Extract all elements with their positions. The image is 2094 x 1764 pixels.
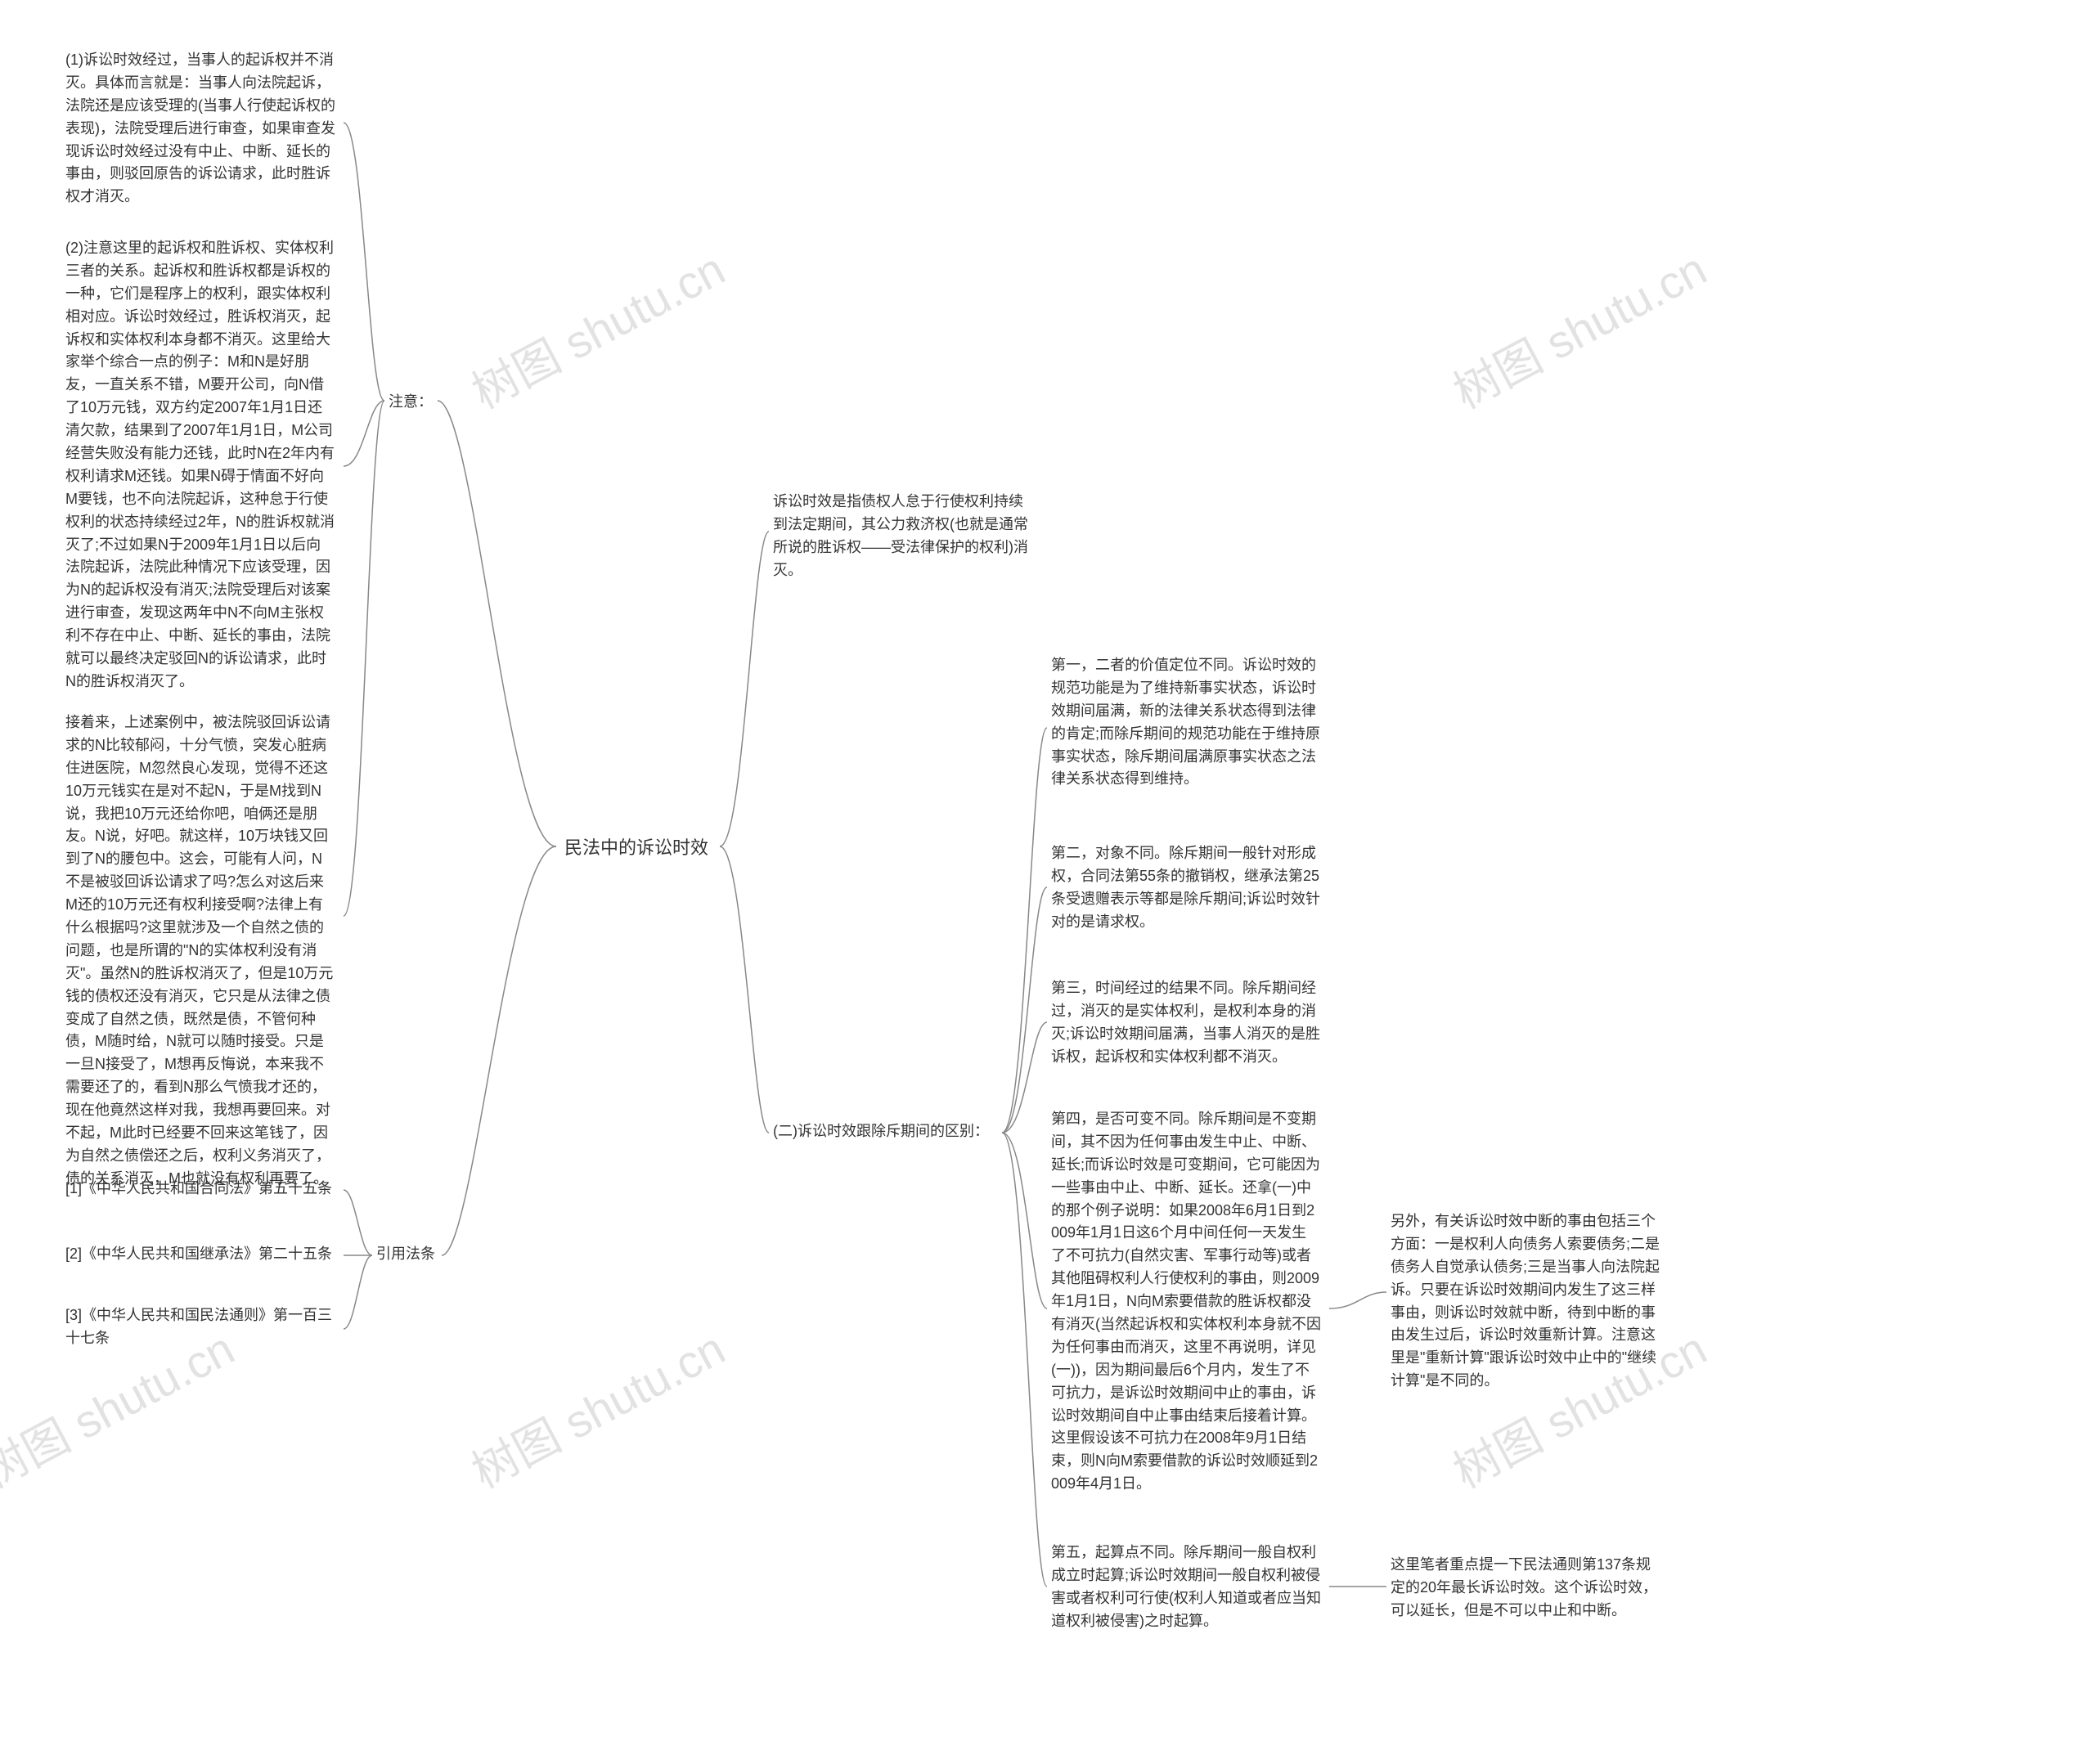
- notice-item-2: (2)注意这里的起诉权和胜诉权、实体权利三者的关系。起诉权和胜诉权都是诉权的一种…: [65, 237, 335, 693]
- right-definition: 诉讼时效是指债权人怠于行使权利持续到法定期间，其公力救济权(也就是通常所说的胜诉…: [773, 491, 1035, 582]
- citation-3: [3]《中华人民共和国民法通则》第一百三十七条: [65, 1304, 344, 1350]
- mindmap-canvas: 树图 shutu.cn 树图 shutu.cn 树图 shutu.cn 树图 s…: [0, 0, 2094, 1764]
- center-node: 民法中的诉讼时效: [564, 834, 708, 862]
- diff-5-extra: 这里笔者重点提一下民法通则第137条规定的20年最长诉讼时效。这个诉讼时效，可以…: [1391, 1554, 1660, 1623]
- diff-5: 第五，起算点不同。除斥期间一般自权利成立时起算;诉讼时效期间一般自权利被侵害或者…: [1051, 1542, 1321, 1633]
- diff-1: 第一，二者的价值定位不同。诉讼时效的规范功能是为了维持新事实状态，诉讼时效期间届…: [1051, 654, 1321, 791]
- left-node-citations: 引用法条: [376, 1243, 435, 1266]
- watermark: 树图 shutu.cn: [459, 233, 735, 422]
- watermark: 树图 shutu.cn: [459, 1313, 735, 1501]
- right-diff-label: (二)诉讼时效跟除斥期间的区别：: [773, 1120, 989, 1143]
- left-node-notice: 注意：: [389, 391, 433, 414]
- diff-4-extra: 另外，有关诉讼时效中断的事由包括三个方面：一是权利人向债务人索要债务;二是债务人…: [1391, 1210, 1660, 1393]
- diff-3: 第三，时间经过的结果不同。除斥期间经过，消灭的是实体权利，是权利本身的消灭;诉讼…: [1051, 977, 1321, 1069]
- notice-item-1: (1)诉讼时效经过，当事人的起诉权并不消灭。具体而言就是：当事人向法院起诉，法院…: [65, 49, 335, 209]
- diff-2: 第二，对象不同。除斥期间一般针对形成权，合同法第55条的撤销权，继承法第25条受…: [1051, 842, 1321, 934]
- citation-1: [1]《中华人民共和国合同法》第五十五条: [65, 1178, 344, 1201]
- watermark: 树图 shutu.cn: [1440, 233, 1717, 422]
- citation-2: [2]《中华人民共和国继承法》第二十五条: [65, 1243, 344, 1266]
- notice-item-3: 接着来，上述案例中，被法院驳回诉讼请求的N比较郁闷，十分气愤，突发心脏病住进医院…: [65, 711, 335, 1191]
- diff-4: 第四，是否可变不同。除斥期间是不变期间，其不因为任何事由发生中止、中断、延长;而…: [1051, 1108, 1321, 1496]
